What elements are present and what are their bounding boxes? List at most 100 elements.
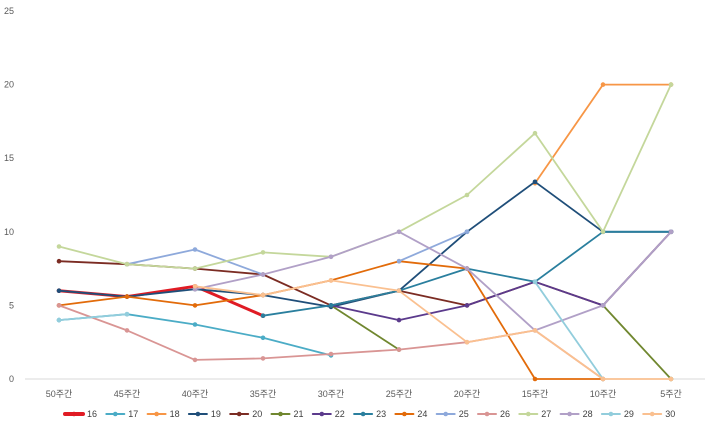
- data-point: [328, 351, 334, 357]
- legend-marker: [526, 411, 531, 417]
- data-point: [668, 229, 674, 235]
- data-point: [532, 179, 538, 185]
- data-point: [396, 347, 402, 352]
- data-point: [668, 376, 674, 382]
- legend-label: 17: [128, 409, 138, 419]
- legend-item: 23: [353, 409, 386, 419]
- legend-label: 29: [624, 409, 634, 419]
- legend-marker: [236, 411, 242, 417]
- data-point: [260, 272, 266, 277]
- data-point: [192, 284, 198, 289]
- legend-label: 26: [500, 409, 510, 419]
- legend-item: 19: [187, 409, 221, 419]
- series-line: [330, 304, 400, 351]
- legend-item: 29: [600, 409, 634, 419]
- data-point: [124, 311, 130, 317]
- y-tick-label: 10: [4, 227, 14, 237]
- legend-marker: [567, 411, 572, 417]
- plot-area: [56, 82, 674, 382]
- legend-item: 17: [105, 409, 138, 419]
- data-point: [668, 82, 674, 87]
- legend-marker: [113, 411, 118, 417]
- data-point: [600, 303, 606, 308]
- data-point: [532, 279, 538, 285]
- data-point: [192, 322, 198, 327]
- data-point: [532, 376, 538, 382]
- series-line: [602, 304, 672, 380]
- data-point: [124, 328, 130, 333]
- x-tick-label: 10주간: [590, 389, 617, 399]
- series-line: [194, 230, 672, 332]
- legend-label: 19: [211, 409, 221, 419]
- legend-item: 28: [559, 409, 593, 419]
- legend-label: 22: [335, 409, 345, 419]
- legend-label: 23: [376, 409, 386, 419]
- series-30: [192, 278, 674, 382]
- legend-label: 30: [665, 409, 675, 419]
- legend-marker: [319, 411, 325, 417]
- legend-marker: [278, 411, 283, 417]
- legend-label: 20: [252, 409, 262, 419]
- data-point: [260, 335, 266, 341]
- data-point: [192, 303, 198, 308]
- data-point: [600, 376, 606, 382]
- legend-label: 25: [459, 409, 469, 419]
- y-tick-label: 15: [4, 153, 14, 163]
- series-18: [532, 82, 674, 186]
- data-point: [192, 247, 198, 252]
- legend-marker: [649, 411, 655, 417]
- data-point: [464, 192, 470, 198]
- series-line: [58, 83, 672, 270]
- y-tick-label: 0: [9, 374, 14, 384]
- series-line: [534, 280, 604, 380]
- x-tick-label: 35주간: [250, 389, 277, 399]
- legend-marker: [360, 411, 366, 417]
- data-point: [328, 278, 334, 283]
- series-line: [58, 313, 128, 322]
- series-20: [56, 229, 674, 308]
- series-28: [192, 229, 674, 333]
- legend-label: 27: [541, 409, 551, 419]
- legend-item: 27: [518, 409, 551, 419]
- series-21: [328, 303, 674, 382]
- y-tick-label: 5: [9, 300, 14, 310]
- x-tick-label: 5주간: [660, 389, 682, 399]
- legend-label: 21: [294, 409, 304, 419]
- legend-marker: [443, 411, 449, 417]
- series-line: [398, 230, 468, 263]
- data-point: [260, 313, 266, 319]
- legend-marker: [608, 411, 614, 417]
- legend-marker: [195, 411, 201, 417]
- data-point: [532, 328, 538, 333]
- data-point: [56, 244, 62, 249]
- data-point: [328, 303, 334, 308]
- data-point: [396, 288, 402, 294]
- data-point: [396, 229, 402, 235]
- legend-label: 18: [170, 409, 180, 419]
- data-point: [192, 266, 198, 271]
- series-line: [534, 83, 672, 185]
- data-point: [464, 229, 470, 235]
- series-26: [56, 303, 606, 382]
- y-tick-label: 25: [4, 6, 14, 16]
- data-point: [464, 339, 470, 345]
- x-tick-label: 25주간: [386, 389, 413, 399]
- data-point: [600, 229, 606, 235]
- data-point: [532, 130, 538, 136]
- data-point: [464, 266, 470, 271]
- legend-item: 25: [435, 409, 469, 419]
- data-point: [328, 254, 334, 260]
- legend-item: 30: [642, 409, 675, 419]
- data-point: [396, 317, 402, 323]
- y-tick-label: 20: [4, 80, 14, 90]
- legend-label: 16: [87, 409, 97, 419]
- series-17: [56, 311, 334, 358]
- x-tick-label: 45주간: [114, 389, 141, 399]
- x-axis: 50주간 45주간 40주간 35주간 30주간 25주간 20주간 15주간 10주간 5주간: [25, 378, 705, 399]
- legend-item: 18: [146, 409, 180, 419]
- legend-marker: [402, 411, 407, 417]
- series-27: [56, 82, 674, 271]
- data-point: [56, 288, 62, 294]
- data-point: [56, 303, 62, 308]
